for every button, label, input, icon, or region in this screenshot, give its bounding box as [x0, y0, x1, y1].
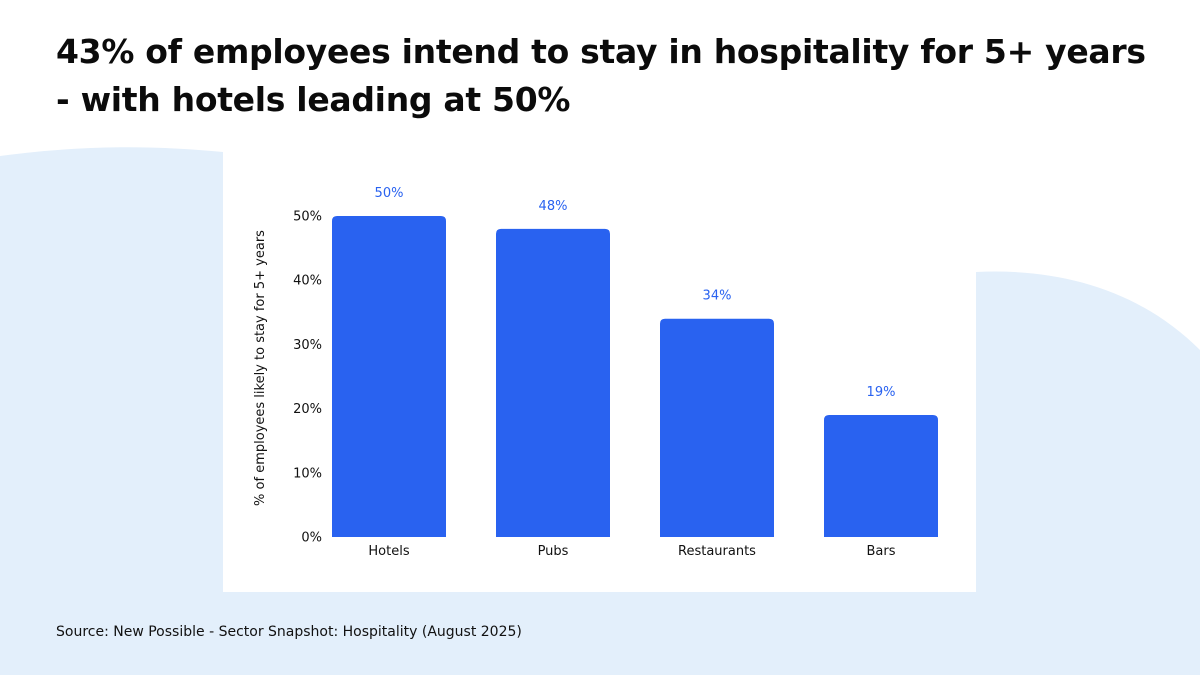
y-tick-label: 50% [293, 210, 322, 225]
headline-title: 43% of employees intend to stay in hospi… [56, 28, 1156, 124]
x-tick-label: Bars [866, 544, 895, 559]
y-tick-label: 40% [293, 274, 322, 289]
y-axis-label: % of employees likely to stay for 5+ yea… [253, 230, 268, 506]
bar-pubs [496, 228, 610, 537]
x-tick-label: Restaurants [678, 544, 756, 559]
headline-line-1: 43% of employees intend to stay in hospi… [56, 32, 1146, 71]
x-axis-ticks: Hotels Pubs Restaurants Bars [368, 544, 895, 559]
data-label: 48% [539, 199, 568, 214]
data-labels-group: 50% 48% 34% 19% [375, 186, 896, 400]
headline-line-2: - with hotels leading at 50% [56, 80, 571, 119]
y-tick-label: 20% [293, 402, 322, 417]
bar-bars [824, 415, 938, 537]
y-tick-label: 10% [293, 466, 322, 481]
y-tick-label: 0% [301, 531, 322, 546]
bar-chart: % of employees likely to stay for 5+ yea… [253, 186, 938, 559]
bars-group [332, 216, 938, 537]
source-note: Source: New Possible - Sector Snapshot: … [56, 624, 522, 640]
data-label: 50% [375, 186, 404, 201]
data-label: 19% [867, 385, 896, 400]
chart-card: % of employees likely to stay for 5+ yea… [223, 172, 976, 592]
bar-hotels [332, 216, 446, 537]
data-label: 34% [703, 289, 732, 304]
y-axis-ticks: 0% 10% 20% 30% 40% 50% [293, 210, 322, 546]
x-tick-label: Hotels [368, 544, 409, 559]
x-tick-label: Pubs [538, 544, 569, 559]
bar-restaurants [660, 318, 774, 537]
y-tick-label: 30% [293, 338, 322, 353]
